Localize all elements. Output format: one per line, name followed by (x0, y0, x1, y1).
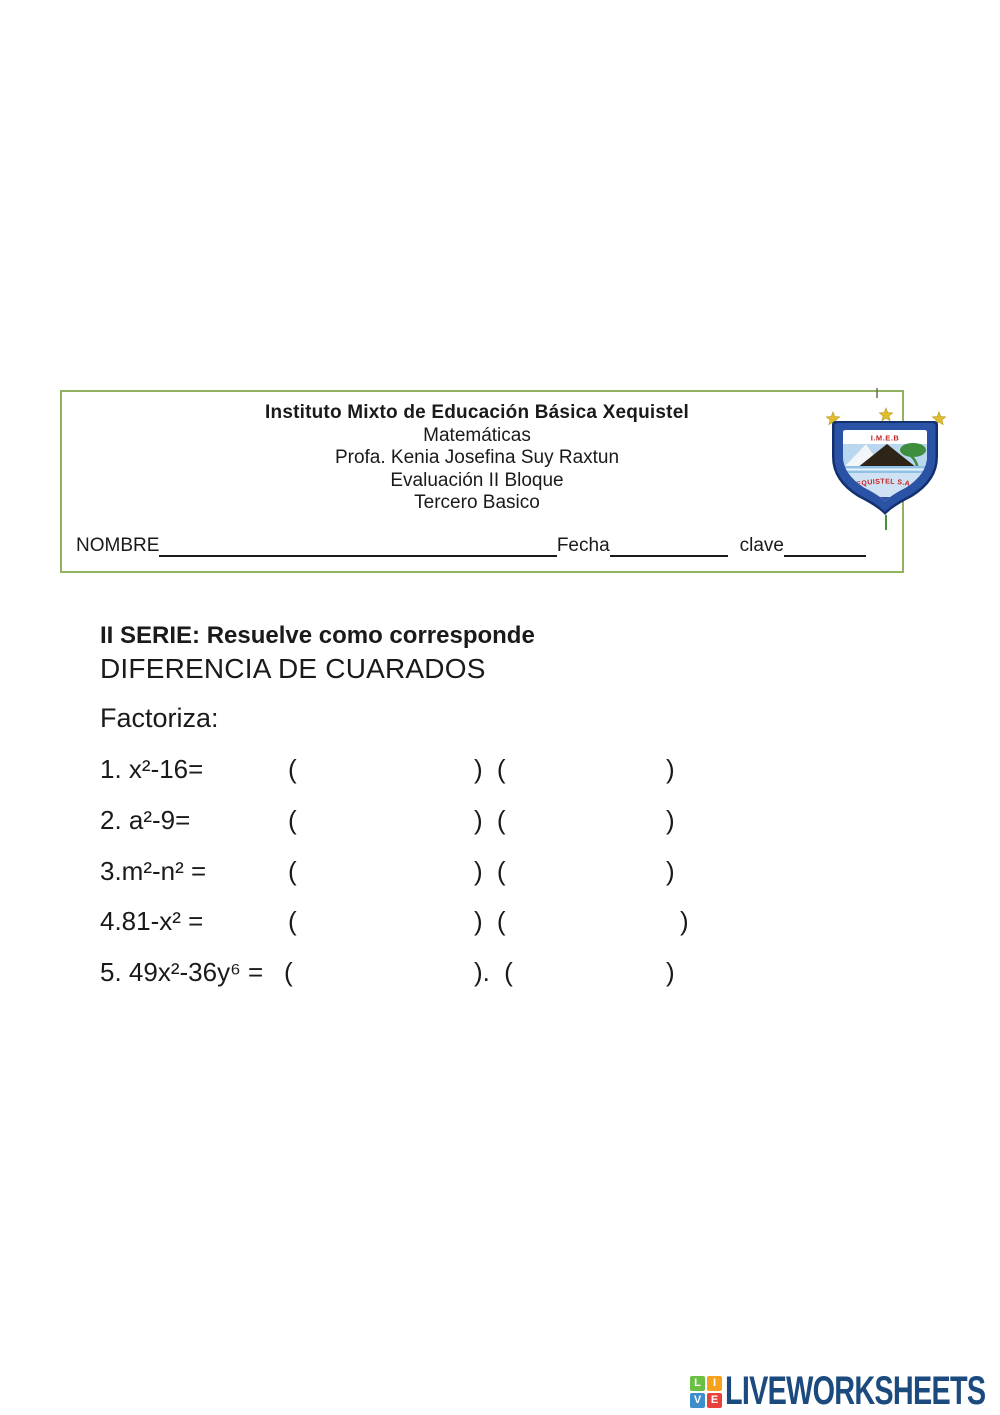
open-paren: ( (288, 754, 297, 784)
problem-row-2: 2. a²-9= ( ) ( ) (100, 799, 740, 841)
subject-line: Matemáticas (423, 424, 531, 446)
crest-bottom-text: XEQUISTEL S.A.P (851, 478, 918, 489)
liveworksheets-logo[interactable]: L I V E LIVEWORKSHEETS (690, 1369, 1000, 1414)
middle-parens: ) ( (474, 906, 506, 936)
star-icon (878, 407, 894, 422)
answer-slot-2[interactable] (508, 852, 660, 890)
tile-letter-v: V (690, 1392, 705, 1408)
header-text-block: Instituto Mixto de Educación Básica Xequ… (62, 402, 762, 515)
tile-letter-l: L (690, 1375, 705, 1391)
crest-water-highlight (843, 468, 927, 471)
middle-parens: ). ( (474, 957, 513, 987)
answer-slot-2[interactable] (508, 750, 660, 788)
grade-line: Tercero Basico (414, 492, 540, 513)
close-paren: ) (666, 957, 675, 987)
answer-slot-2[interactable] (508, 902, 660, 940)
close-paren: ) (680, 906, 689, 936)
middle-parens: ) ( (474, 805, 506, 835)
problem-row-1: 1. x²-16= ( ) ( ) (100, 748, 740, 790)
problem-expression: 4.81-x² = (100, 906, 204, 936)
problem-expression: 5. 49x²-36y⁶ = (100, 957, 264, 987)
date-label: Fecha (556, 535, 610, 556)
instruction-label: Factoriza: (100, 703, 219, 733)
problem-expression: 2. a²-9= (100, 805, 191, 835)
problem-row-3: 3.m²-n² = ( ) ( ) (100, 850, 740, 892)
evaluation-line: Evaluación II Bloque (390, 469, 564, 491)
answer-slot-2[interactable] (508, 801, 660, 839)
middle-parens: ) ( (474, 856, 506, 886)
open-paren: ( (288, 856, 297, 886)
key-label: clave (739, 535, 784, 556)
tile-letter-i: I (707, 1375, 722, 1391)
problem-row-4: 4.81-x² = ( ) ( ) (100, 900, 740, 942)
close-paren: ) (666, 754, 675, 784)
date-blank-line[interactable] (609, 538, 728, 557)
brand-wordmark: LIVEWORKSHEETS (725, 1369, 986, 1413)
problem-expression: 1. x²-16= (100, 754, 204, 784)
key-blank-line[interactable] (784, 538, 866, 557)
tile-letter-e: E (707, 1392, 722, 1408)
answer-slot-1[interactable] (305, 902, 467, 940)
live-tiles-icon: L I V E (690, 1375, 722, 1408)
problem-expression: 3.m²-n² = (100, 856, 207, 886)
open-paren: ( (288, 906, 297, 936)
answer-slot-1[interactable] (305, 750, 467, 788)
middle-parens: ) ( (474, 754, 506, 784)
close-paren: ) (666, 805, 675, 835)
teacher-line: Profa. Kenia Josefina Suy Raxtun (334, 447, 620, 468)
star-icon (931, 411, 947, 426)
open-paren: ( (288, 805, 297, 835)
school-crest: XEQUISTEL S.A.P I.M.E.B (825, 388, 947, 530)
crest-pyramid (857, 444, 917, 468)
crest-top-text: I.M.E.B (871, 434, 900, 443)
name-blank-line[interactable] (159, 538, 557, 557)
school-name: Instituto Mixto de Educación Básica Xequ… (265, 402, 689, 423)
crest-quetzal-foliage (900, 443, 926, 457)
name-label: NOMBRE (76, 535, 160, 556)
close-paren: ) (666, 856, 675, 886)
series-title: II SERIE: Resuelve como corresponde (100, 622, 535, 649)
answer-slot-1[interactable] (305, 953, 467, 991)
name-date-key-row: NOMBRE Fecha clave (76, 535, 866, 557)
answer-slot-2[interactable] (508, 953, 660, 991)
problem-row-5: 5. 49x²-36y⁶ = ( ). ( ) (100, 951, 740, 993)
problems-list: 1. x²-16= ( ) ( ) 2. a²-9= ( ) ( ) 3.m²-… (100, 748, 740, 1008)
header-box: Instituto Mixto de Educación Básica Xequ… (60, 390, 904, 573)
answer-slot-1[interactable] (305, 801, 467, 839)
open-paren: ( (284, 957, 293, 987)
topic-title: DIFERENCIA DE CUARADOS (100, 653, 486, 684)
answer-slot-1[interactable] (305, 852, 467, 890)
